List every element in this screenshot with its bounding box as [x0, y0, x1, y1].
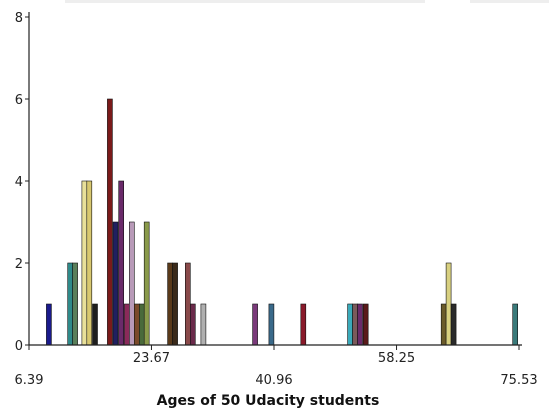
histogram-bar-21 [300, 303, 307, 346]
histogram-bar-8 [118, 180, 124, 346]
top-edge-strip [65, 0, 425, 3]
histogram-bar-5 [92, 303, 98, 346]
y-tick-label-4: 8 [15, 11, 23, 26]
histogram-bar-19 [252, 303, 258, 346]
x-tick-label-lower-2: 75.53 [500, 373, 537, 388]
histogram-bar-4 [86, 180, 93, 346]
histogram-bar-7 [112, 221, 119, 346]
histogram-bar-13 [143, 221, 150, 346]
histogram-bar-12 [139, 303, 145, 346]
y-tick-label-0: 0 [15, 339, 23, 354]
x-tick-label-lower-0: 6.39 [15, 373, 44, 388]
x-ticks-group: 23.67 58.25 6.39 40.96 75.53 [15, 345, 538, 388]
x-tick-label-upper-0: 23.67 [133, 351, 170, 366]
histogram-bar-16 [185, 262, 191, 346]
x-axis-title: Ages of 50 Udacity students [157, 393, 380, 409]
histogram-bar-15 [172, 262, 178, 346]
y-ticks-group: 0 2 4 6 8 [15, 11, 29, 354]
y-tick-label-3: 6 [15, 93, 23, 108]
histogram-bar-10 [129, 221, 135, 346]
histogram-bar-22 [347, 303, 353, 346]
histogram-bar-24 [357, 303, 363, 346]
top-edge-strip-right [470, 0, 549, 3]
y-tick-label-2: 4 [15, 175, 23, 190]
y-tick-label-1: 2 [15, 257, 23, 272]
histogram-bar-18 [200, 303, 207, 346]
histogram-bar-20 [268, 303, 275, 346]
histogram-bar-1 [67, 262, 73, 346]
x-tick-label-lower-1: 40.96 [255, 373, 292, 388]
histogram-bar-17 [190, 303, 196, 346]
histogram-bar-14 [167, 262, 173, 346]
histogram-bar-27 [445, 262, 452, 346]
histogram-bar-2 [72, 262, 78, 346]
histogram-bar-0 [46, 303, 52, 346]
histogram-bar-23 [352, 303, 358, 346]
x-tick-label-upper-1: 58.25 [378, 351, 415, 366]
histogram-bar-9 [124, 303, 130, 346]
histogram-bar-28 [450, 303, 457, 346]
histogram-bar-26 [440, 303, 447, 346]
histogram-bar-29 [512, 303, 519, 346]
histogram-bar-25 [362, 303, 369, 346]
histogram-bar-3 [81, 180, 88, 346]
histogram-bar-11 [134, 303, 140, 346]
bars-group [46, 98, 519, 346]
histogram-bar-6 [107, 98, 113, 346]
